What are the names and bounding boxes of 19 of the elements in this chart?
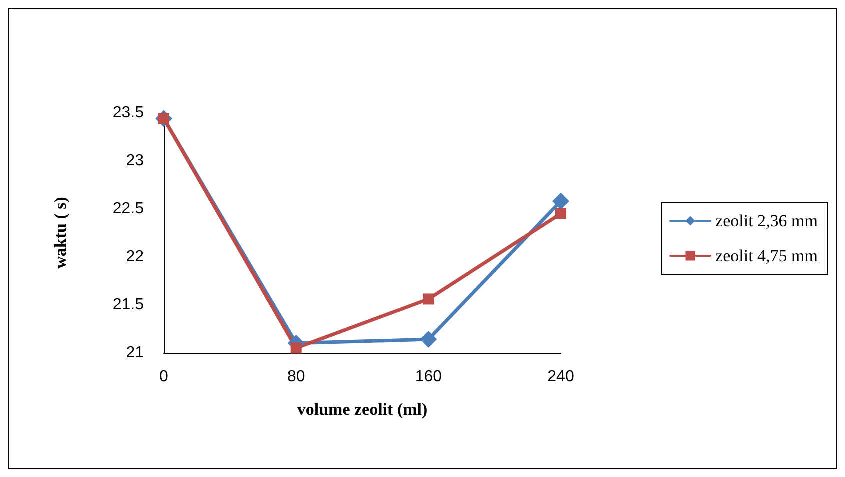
x-tick-label: 0 <box>160 368 169 386</box>
y-axis-title: waktu ( s) <box>51 197 70 269</box>
point <box>420 331 438 348</box>
point <box>423 294 434 305</box>
x-tick-label: 160 <box>415 368 442 386</box>
legend-label: zeolit 2,36 mm <box>716 212 818 230</box>
y-tick-label: 21.5 <box>112 296 144 314</box>
legend-label: zeolit 4,75 mm <box>716 246 818 266</box>
x-tick-label: 80 <box>287 368 306 386</box>
y-tick-label: 23.5 <box>112 104 144 122</box>
point <box>290 342 302 354</box>
x-axis-title: volume zeolit (ml) <box>297 400 428 419</box>
y-tick-label: 23 <box>126 152 144 170</box>
y-tick-label: 21 <box>126 344 144 362</box>
y-tick-label: 22 <box>126 248 144 266</box>
x-tick-label: 240 <box>548 368 574 386</box>
point <box>552 192 570 210</box>
y-tick-label: 22.5 <box>112 200 144 218</box>
point <box>556 208 566 220</box>
